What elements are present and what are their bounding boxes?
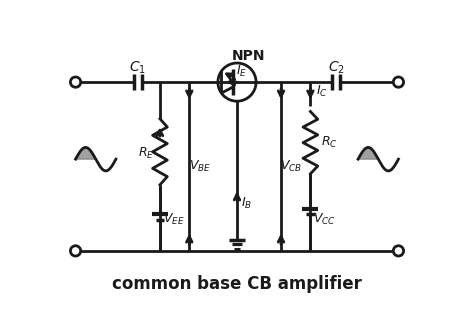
Text: $R_E$: $R_E$ [138, 146, 154, 161]
Text: NPN: NPN [231, 49, 265, 63]
Text: $V_{CC}$: $V_{CC}$ [313, 212, 336, 227]
Text: $I_C$: $I_C$ [316, 84, 327, 99]
Text: $C_2$: $C_2$ [328, 60, 345, 76]
Text: $C_1$: $C_1$ [129, 60, 146, 76]
Text: $I_B$: $I_B$ [241, 196, 252, 211]
Text: common base CB amplifier: common base CB amplifier [112, 275, 362, 293]
Text: $V_{CB}$: $V_{CB}$ [280, 159, 302, 174]
Text: $I_E$: $I_E$ [236, 64, 247, 79]
Text: $R_C$: $R_C$ [320, 135, 337, 150]
Text: $V_{EE}$: $V_{EE}$ [163, 212, 184, 227]
Text: $V_{BE}$: $V_{BE}$ [189, 159, 210, 174]
